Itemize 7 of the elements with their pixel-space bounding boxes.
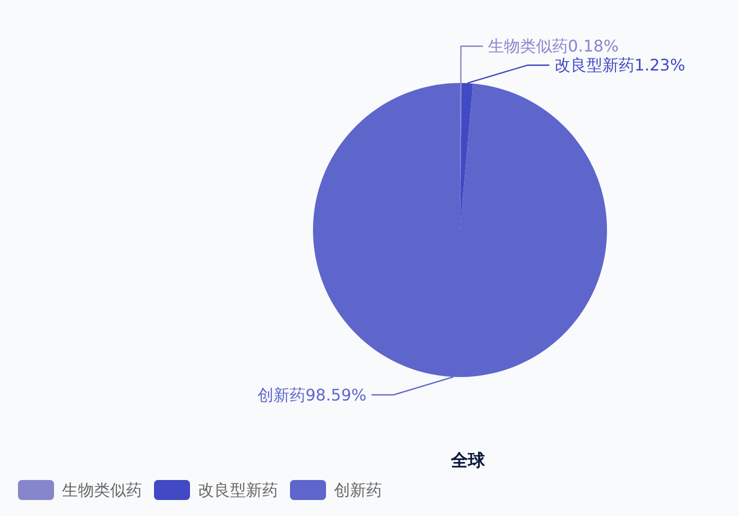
- data-label: 改良型新药1.23%: [554, 56, 686, 75]
- data-label: 生物类似药0.18%: [488, 36, 619, 56]
- data-label: 创新药98.59%: [257, 385, 366, 404]
- text: 全球: [450, 451, 486, 471]
- legend-label: 生物类似药: [62, 480, 142, 500]
- legend-label: 创新药: [334, 480, 382, 500]
- legend-label: 改良型新药: [198, 480, 278, 500]
